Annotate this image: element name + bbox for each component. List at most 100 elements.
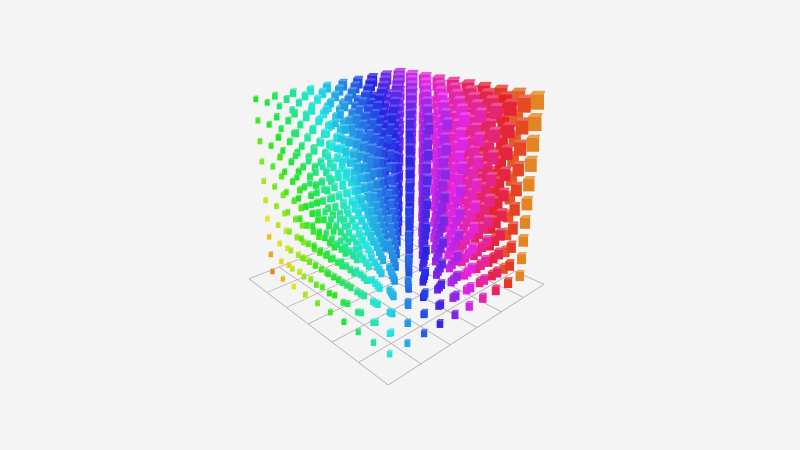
cube-point[interactable] [455,127,467,142]
cube-point[interactable] [405,206,413,216]
cube-point[interactable] [343,167,351,177]
cube-point[interactable] [512,160,526,177]
cube-point[interactable] [325,270,332,278]
cube-point[interactable] [287,228,293,235]
cube-point[interactable] [324,151,332,160]
cube-point[interactable] [404,297,412,307]
cube-point[interactable] [386,307,393,316]
cube-point[interactable] [440,191,450,203]
cube-point[interactable] [300,254,306,261]
cube-point[interactable] [494,247,504,260]
cube-point[interactable] [319,283,326,291]
cube-point[interactable] [330,162,338,172]
cube-point[interactable] [438,178,449,191]
cube-point[interactable] [329,235,336,243]
cube-point[interactable] [291,283,297,290]
cube-point[interactable] [514,139,528,156]
cube-point[interactable] [334,152,342,163]
cube-point[interactable] [335,275,342,284]
cube-point[interactable] [279,258,285,265]
cube-point[interactable] [294,233,300,241]
cube-point[interactable] [370,338,377,346]
cube-point[interactable] [405,230,413,240]
cube-point[interactable] [311,242,317,250]
cube-point[interactable] [405,155,414,166]
cube-point[interactable] [318,87,327,98]
cube-point[interactable] [423,112,434,126]
cube-point[interactable] [367,181,375,190]
cube-point[interactable] [374,188,383,199]
cube-point[interactable] [405,117,415,130]
cube-point[interactable] [310,124,317,133]
cube-point[interactable] [371,109,380,120]
cube-point[interactable] [261,177,267,185]
cube-point[interactable] [495,228,506,241]
cube-point[interactable] [353,138,361,148]
cube-point[interactable] [324,250,331,258]
cube-point[interactable] [422,161,433,174]
cube-point[interactable] [337,236,344,245]
cube-point[interactable] [439,132,451,146]
cube-point[interactable] [422,222,432,233]
cube-point[interactable] [336,214,343,223]
cube-point[interactable] [315,208,322,217]
cube-point[interactable] [452,290,461,301]
cube-point[interactable] [451,309,460,320]
cube-point[interactable] [517,252,527,265]
cube-point[interactable] [351,199,358,207]
cube-point[interactable] [368,230,376,239]
cube-point[interactable] [363,171,372,182]
cube-point[interactable] [264,98,271,106]
cube-point[interactable] [311,146,319,155]
cube-point[interactable] [297,268,303,276]
cube-point[interactable] [304,221,311,229]
cube-point[interactable] [471,178,483,192]
cube-point[interactable] [289,88,298,98]
cube-point[interactable] [343,262,350,270]
cube-point[interactable] [404,318,412,327]
cube-point[interactable] [422,104,434,118]
cube-point[interactable] [280,275,286,282]
cube-point[interactable] [308,201,315,209]
cube-point[interactable] [327,97,335,108]
cube-point[interactable] [388,185,397,195]
cube-point[interactable] [438,258,447,269]
cube-point[interactable] [348,108,358,120]
cube-point[interactable] [372,178,381,189]
cube-point[interactable] [339,179,347,188]
cube-point[interactable] [333,221,340,230]
cube-point[interactable] [297,120,304,129]
cube-point[interactable] [456,103,469,119]
cube-point[interactable] [506,240,517,253]
cube-point[interactable] [484,193,496,208]
cube-point[interactable] [405,214,414,225]
cube-point[interactable] [465,300,474,311]
cube-point[interactable] [292,151,299,159]
cube-point[interactable] [373,100,383,113]
cube-point[interactable] [282,168,288,175]
cube-point[interactable] [352,113,361,124]
cube-point[interactable] [344,188,352,198]
cube-point[interactable] [301,273,307,280]
cube-point[interactable] [346,136,355,147]
cube-point[interactable] [439,214,449,226]
cube-point[interactable] [355,328,362,336]
cube-point[interactable] [529,90,546,110]
cube-point[interactable] [327,308,334,316]
cube-point[interactable] [275,221,281,228]
cube-point[interactable] [325,173,333,182]
cube-point[interactable] [304,134,311,142]
cube-point[interactable] [302,110,310,118]
cube-point[interactable] [469,221,480,234]
cube-point[interactable] [369,276,376,284]
cube-point[interactable] [347,265,354,274]
cube-point[interactable] [286,137,294,146]
cube-point[interactable] [268,142,275,149]
cube-point[interactable] [361,202,370,212]
cube-point[interactable] [265,215,271,222]
cube-point[interactable] [359,141,369,152]
cube-point[interactable] [439,155,450,169]
cube-point[interactable] [523,176,536,192]
cube-point[interactable] [276,102,283,110]
cube-point[interactable] [315,299,321,307]
